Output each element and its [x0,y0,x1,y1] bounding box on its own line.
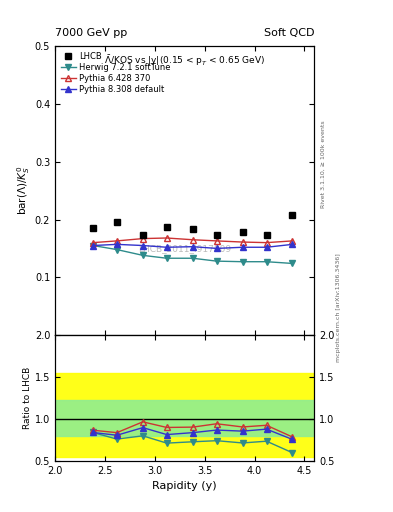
Text: $\bar{\Lambda}$/KOS vs |y|(0.15 < p$_T$ < 0.65 GeV): $\bar{\Lambda}$/KOS vs |y|(0.15 < p$_T$ … [104,53,265,68]
Legend: LHCB, Herwig 7.2.1 softTune, Pythia 6.428 370, Pythia 8.308 default: LHCB, Herwig 7.2.1 softTune, Pythia 6.42… [59,50,173,96]
X-axis label: Rapidity (y): Rapidity (y) [152,481,217,491]
Bar [55,400,314,436]
Bar [55,373,314,457]
Y-axis label: bar($\Lambda$)/$K^0_S$: bar($\Lambda$)/$K^0_S$ [15,166,32,216]
Text: mcplots.cern.ch [arXiv:1306.3436]: mcplots.cern.ch [arXiv:1306.3436] [336,253,341,361]
Text: Soft QCD: Soft QCD [264,28,314,38]
Text: 7000 GeV pp: 7000 GeV pp [55,28,127,38]
Y-axis label: Ratio to LHCB: Ratio to LHCB [23,367,32,429]
Text: LHCB_2011_I917009: LHCB_2011_I917009 [138,244,231,253]
Text: Rivet 3.1.10, ≥ 100k events: Rivet 3.1.10, ≥ 100k events [320,120,325,208]
